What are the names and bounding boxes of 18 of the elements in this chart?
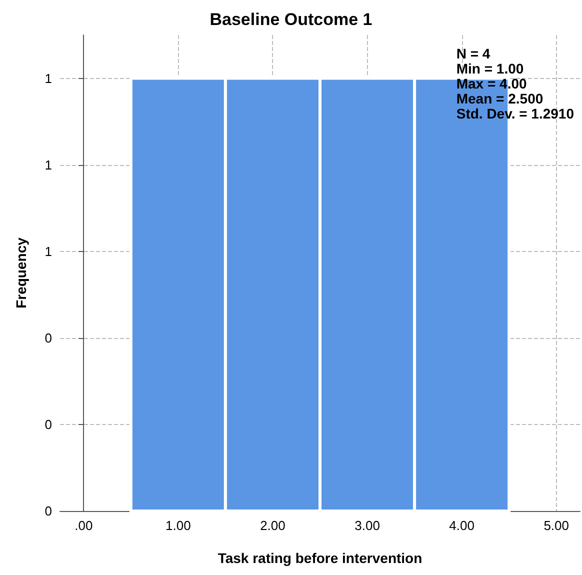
x-tick-label: 4.00 (449, 518, 474, 533)
x-tick-label: 1.00 (166, 518, 191, 533)
annotation: N = 4 (456, 46, 490, 62)
y-tick-label: 1 (44, 244, 52, 259)
y-tick-label: 0 (44, 330, 52, 346)
x-tick-label: 5.00 (544, 518, 570, 533)
x-axis-title: Task rating before intervention (218, 550, 422, 566)
y-axis-title: Frequency (13, 237, 29, 308)
y-tick-label: 0 (44, 504, 52, 518)
x-tick-label: 2.00 (260, 518, 286, 533)
y-tick-label: 1 (44, 157, 52, 172)
annotation: Mean = 2.500 (456, 90, 544, 106)
y-tick-label: 0 (44, 416, 52, 432)
x-tick-label: .00 (74, 518, 93, 533)
annotation: Min = 1.00 (456, 60, 524, 76)
chart-title: Baseline Outcome 1 (210, 10, 372, 29)
y-tick-label: 1 (44, 70, 52, 86)
x-tick-label: 3.00 (354, 518, 380, 533)
